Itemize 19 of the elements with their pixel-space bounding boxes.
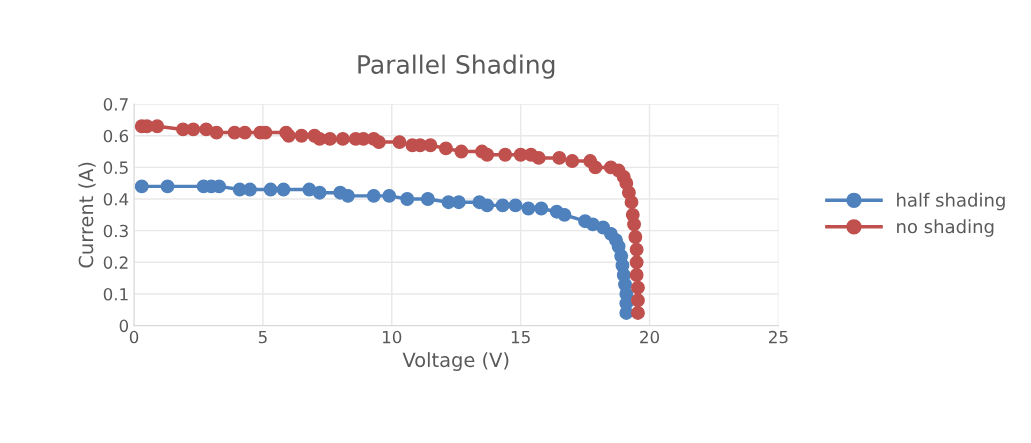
x-tick-label: 25: [769, 330, 788, 344]
x-tick-label: 15: [511, 330, 530, 344]
chart-title: Parallel Shading: [358, 54, 555, 79]
legend-label: half shading: [897, 192, 1005, 211]
y-tick-label: 0.7: [103, 98, 128, 111]
x-tick-label: 10: [383, 330, 402, 344]
y-tick-label: 0.3: [103, 224, 128, 238]
y-tick-label: 0.2: [103, 256, 128, 269]
y-tick-label: 0.1: [103, 287, 128, 301]
y-tick-label: 0.5: [103, 161, 128, 174]
x-tick-label: 5: [258, 330, 267, 344]
x-tick-label: 0: [129, 330, 139, 344]
y-tick-label: 0.4: [103, 193, 129, 206]
y-tick-label: 0.6: [103, 129, 129, 143]
x-tick-label: 20: [640, 330, 660, 344]
y-tick-label: 0: [119, 319, 129, 333]
y-axis-title: Current (A): [78, 162, 96, 268]
x-axis-title: Voltage (V): [402, 352, 509, 371]
legend-label: no shading: [897, 219, 994, 237]
